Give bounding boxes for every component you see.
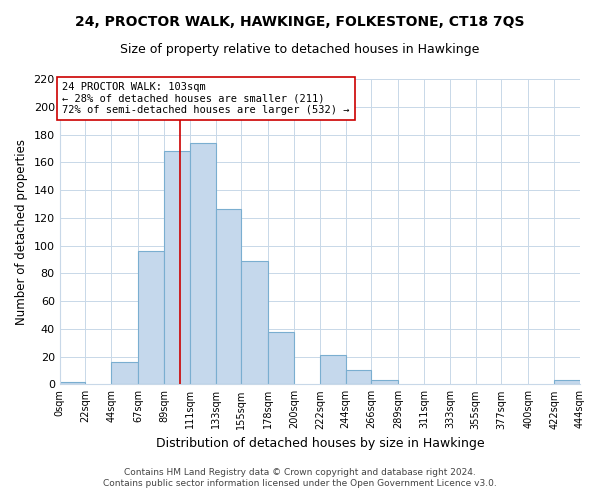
Bar <box>215 210 241 384</box>
Text: Size of property relative to detached houses in Hawkinge: Size of property relative to detached ho… <box>121 42 479 56</box>
Text: Contains HM Land Registry data © Crown copyright and database right 2024.
Contai: Contains HM Land Registry data © Crown c… <box>103 468 497 487</box>
Text: 24, PROCTOR WALK, HAWKINGE, FOLKESTONE, CT18 7QS: 24, PROCTOR WALK, HAWKINGE, FOLKESTONE, … <box>75 15 525 29</box>
Bar <box>371 380 398 384</box>
Bar <box>190 143 215 384</box>
Bar <box>138 251 164 384</box>
Bar <box>320 355 346 384</box>
Bar <box>346 370 371 384</box>
Bar <box>111 362 138 384</box>
Bar <box>241 261 268 384</box>
X-axis label: Distribution of detached houses by size in Hawkinge: Distribution of detached houses by size … <box>155 437 484 450</box>
Y-axis label: Number of detached properties: Number of detached properties <box>15 138 28 324</box>
Bar <box>268 332 294 384</box>
Bar <box>59 382 85 384</box>
Bar <box>164 151 190 384</box>
Bar <box>554 380 580 384</box>
Text: 24 PROCTOR WALK: 103sqm
← 28% of detached houses are smaller (211)
72% of semi-d: 24 PROCTOR WALK: 103sqm ← 28% of detache… <box>62 82 350 115</box>
